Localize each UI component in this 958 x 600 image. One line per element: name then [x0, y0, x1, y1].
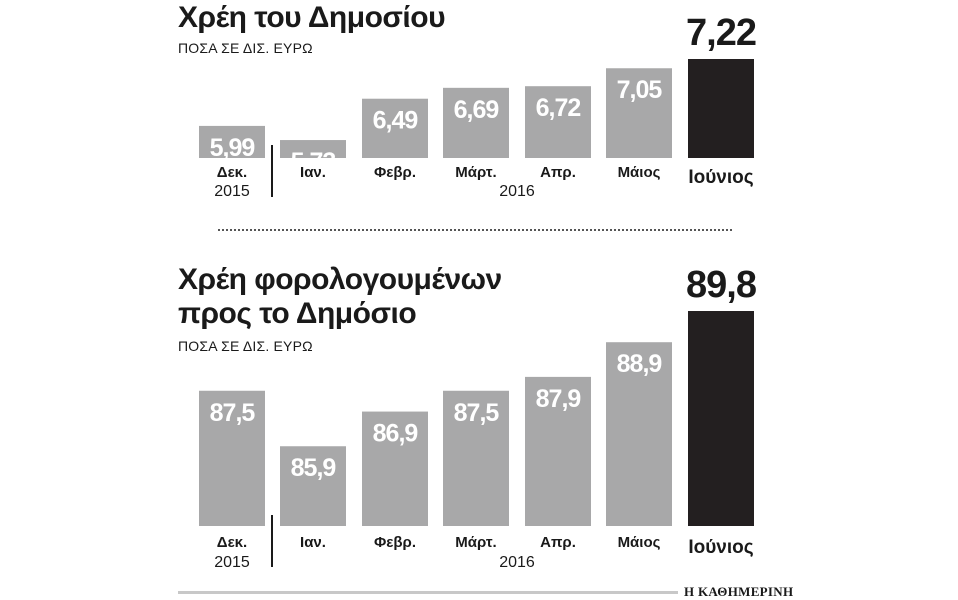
category-label: Απρ. — [540, 534, 576, 551]
bar — [280, 446, 346, 526]
bar — [525, 376, 591, 526]
category-label: Φεβρ. — [374, 534, 416, 551]
value-label-highlight: 89,8 — [686, 264, 756, 306]
chart-subtitle: ΠΟΣΑ ΣΕ ΔΙΣ. ΕΥΡΩ — [178, 40, 313, 56]
bar — [443, 87, 509, 158]
value-label: 86,9 — [373, 420, 418, 448]
value-label: 7,05 — [617, 76, 663, 104]
bar — [606, 342, 672, 526]
bar — [362, 411, 428, 526]
bar — [199, 125, 265, 158]
category-label: Δεκ. — [217, 164, 247, 181]
value-label: 88,9 — [617, 350, 662, 378]
category-label: Ιούνιος — [688, 537, 753, 558]
chart-subtitle: ΠΟΣΑ ΣΕ ΔΙΣ. ΕΥΡΩ — [178, 338, 313, 354]
bar-highlight — [688, 311, 754, 526]
value-label-highlight: 7,22 — [686, 12, 756, 54]
chart-title-line-2: προς το Δημόσιο — [178, 297, 417, 330]
year-label: 2015 — [214, 183, 250, 200]
year-label: 2016 — [499, 183, 535, 200]
section-divider — [218, 229, 732, 231]
category-label: Ιούνιος — [688, 167, 753, 188]
value-label: 5,73 — [291, 148, 336, 176]
source-credit: Η ΚΑΘΗΜΕΡΙΝΗ — [684, 584, 794, 599]
category-label: Δεκ. — [217, 534, 247, 551]
bar — [443, 390, 509, 526]
value-label: 87,9 — [536, 385, 581, 413]
footer-rule — [178, 591, 678, 594]
category-label: Μάρτ. — [455, 534, 496, 551]
value-label: 87,5 — [454, 399, 500, 427]
category-label: Μάρτ. — [455, 164, 496, 181]
value-label: 5,99 — [210, 134, 255, 162]
category-label: Ιαν. — [300, 534, 326, 551]
bar — [606, 68, 672, 158]
bar — [199, 390, 265, 526]
year-label: 2015 — [214, 554, 250, 571]
value-label: 85,9 — [291, 454, 336, 482]
bar — [525, 86, 591, 158]
category-label: Απρ. — [540, 164, 576, 181]
value-label: 6,69 — [454, 96, 499, 124]
category-label: Φεβρ. — [374, 164, 416, 181]
bar — [362, 98, 428, 158]
bar — [280, 140, 346, 158]
year-label: 2016 — [499, 554, 535, 571]
value-label: 6,49 — [373, 107, 418, 135]
chart-title-line-1: Χρέη φορολογουμένων — [178, 263, 502, 296]
value-label: 87,5 — [210, 399, 256, 427]
category-label: Μάιος — [618, 534, 661, 551]
category-label: Ιαν. — [300, 164, 326, 181]
value-label: 6,72 — [536, 94, 581, 122]
bar-highlight — [688, 59, 754, 158]
chart-title: Χρέη του Δημοσίου — [178, 1, 446, 34]
category-label: Μάιος — [618, 164, 661, 181]
